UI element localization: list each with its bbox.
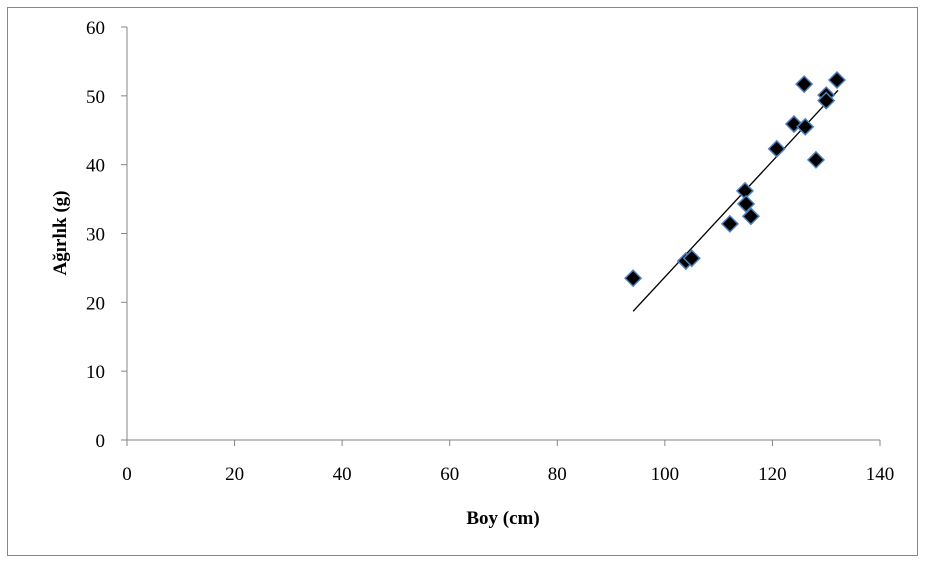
y-axis-label: Ağırlık (g) xyxy=(50,191,71,276)
point xyxy=(624,269,643,288)
y-tick-label: 40 xyxy=(86,156,105,177)
point xyxy=(741,207,760,226)
y-tick-label: 10 xyxy=(86,362,105,383)
point xyxy=(795,75,814,94)
y-tick-label: 50 xyxy=(86,87,105,108)
point xyxy=(720,214,739,233)
point xyxy=(806,150,826,169)
x-tick-label: 120 xyxy=(758,464,787,485)
y-tick-label: 20 xyxy=(86,293,105,314)
x-axis-label: Boy (cm) xyxy=(466,508,539,529)
point xyxy=(737,194,756,213)
point xyxy=(817,91,836,110)
x-tick-label: 100 xyxy=(651,464,680,485)
x-tick-label: 0 xyxy=(122,464,132,485)
y-tick-label: 30 xyxy=(86,225,105,246)
x-tick-label: 20 xyxy=(225,464,244,485)
x-tick-label: 140 xyxy=(866,464,895,485)
y-tick-label: 60 xyxy=(86,18,105,39)
y-tick-label: 0 xyxy=(96,431,106,452)
chart-border xyxy=(7,7,918,556)
point xyxy=(682,249,701,268)
x-tick-label: 60 xyxy=(440,464,459,485)
x-tick-label: 80 xyxy=(548,464,567,485)
point xyxy=(796,117,815,136)
x-tick-label: 40 xyxy=(333,464,352,485)
point xyxy=(784,114,804,134)
point xyxy=(767,139,786,158)
point xyxy=(827,70,847,90)
